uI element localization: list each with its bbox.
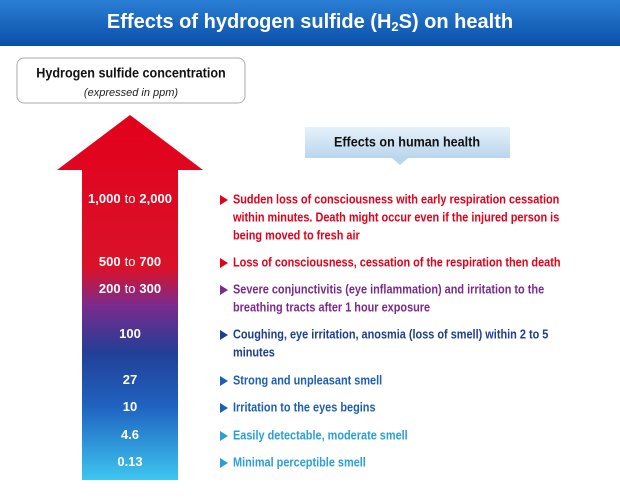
bullet	[220, 258, 228, 268]
concentration-from: 0.13	[117, 454, 142, 469]
concentration-from: 100	[119, 326, 141, 341]
effects-header-pointer	[392, 158, 408, 165]
concentration-sep: to	[125, 281, 136, 296]
effect-text: Coughing, eye irritation, anosmia (loss …	[233, 327, 549, 342]
bullet	[220, 431, 228, 441]
bullet	[220, 403, 228, 413]
effect-text: within minutes. Death might occur even i…	[232, 210, 559, 225]
header-bar	[0, 0, 620, 46]
title-part: S) on health	[399, 11, 513, 33]
concentration-label: 100	[119, 326, 141, 341]
effect-text: Loss of consciousness, cessation of the …	[233, 255, 561, 270]
concentration-label: 0.13	[117, 454, 142, 469]
concentration-to: 2,000	[139, 191, 172, 206]
bullet	[220, 458, 228, 468]
concentration-subtitle: (expressed in ppm)	[84, 87, 178, 99]
concentration-to: 300	[139, 281, 161, 296]
bullet	[220, 285, 228, 295]
concentration-from: 10	[123, 399, 137, 414]
concentration-label: 27	[123, 372, 137, 387]
bullet	[220, 376, 228, 386]
title: Effects of hydrogen sulfide (H2S) on hea…	[107, 11, 513, 34]
effect-text: being moved to fresh air	[233, 228, 360, 243]
effects-header-box	[305, 127, 510, 158]
effect-text: Minimal perceptible smell	[233, 455, 366, 470]
effect-text: breathing tracts after 1 hour exposure	[233, 300, 430, 315]
bullet	[220, 330, 228, 340]
title-subscript: 2	[391, 19, 398, 34]
concentration-label: 4.6	[121, 427, 139, 442]
concentration-label: 10	[123, 399, 137, 414]
effect-text: Sudden loss of consciousness with early …	[233, 192, 559, 207]
concentration-label: 500 to 700	[99, 254, 161, 269]
effect-text: Severe conjunctivitis (eye inflammation)…	[233, 282, 544, 297]
concentration-to: 700	[139, 254, 161, 269]
effect-text: minutes	[233, 345, 275, 360]
concentration-sep: to	[125, 191, 136, 206]
effects-header: Effects on human health	[334, 134, 480, 150]
concentration-from: 200	[99, 281, 121, 296]
concentration-box	[16, 57, 246, 104]
bullet	[220, 195, 228, 205]
concentration-from: 1,000	[88, 191, 121, 206]
levels: 1,000 to 2,000 Sudden loss of consciousness…	[88, 191, 560, 469]
effect-text: Irritation to the eyes begins	[233, 400, 376, 415]
effect-text: Easily detectable, moderate smell	[233, 428, 408, 443]
concentration-from: 500	[99, 254, 121, 269]
concentration-label: 200 to 300	[99, 281, 161, 296]
concentration-arrow	[57, 115, 203, 480]
concentration-title: Hydrogen sulfide concentration	[36, 65, 225, 81]
concentration-from: 4.6	[121, 427, 139, 442]
concentration-from: 27	[123, 372, 137, 387]
effect-text: Strong and unpleasant smell	[233, 373, 382, 388]
concentration-sep: to	[125, 254, 136, 269]
title-part: Effects of hydrogen sulfide (H	[107, 11, 391, 33]
concentration-label: 1,000 to 2,000	[88, 191, 172, 206]
